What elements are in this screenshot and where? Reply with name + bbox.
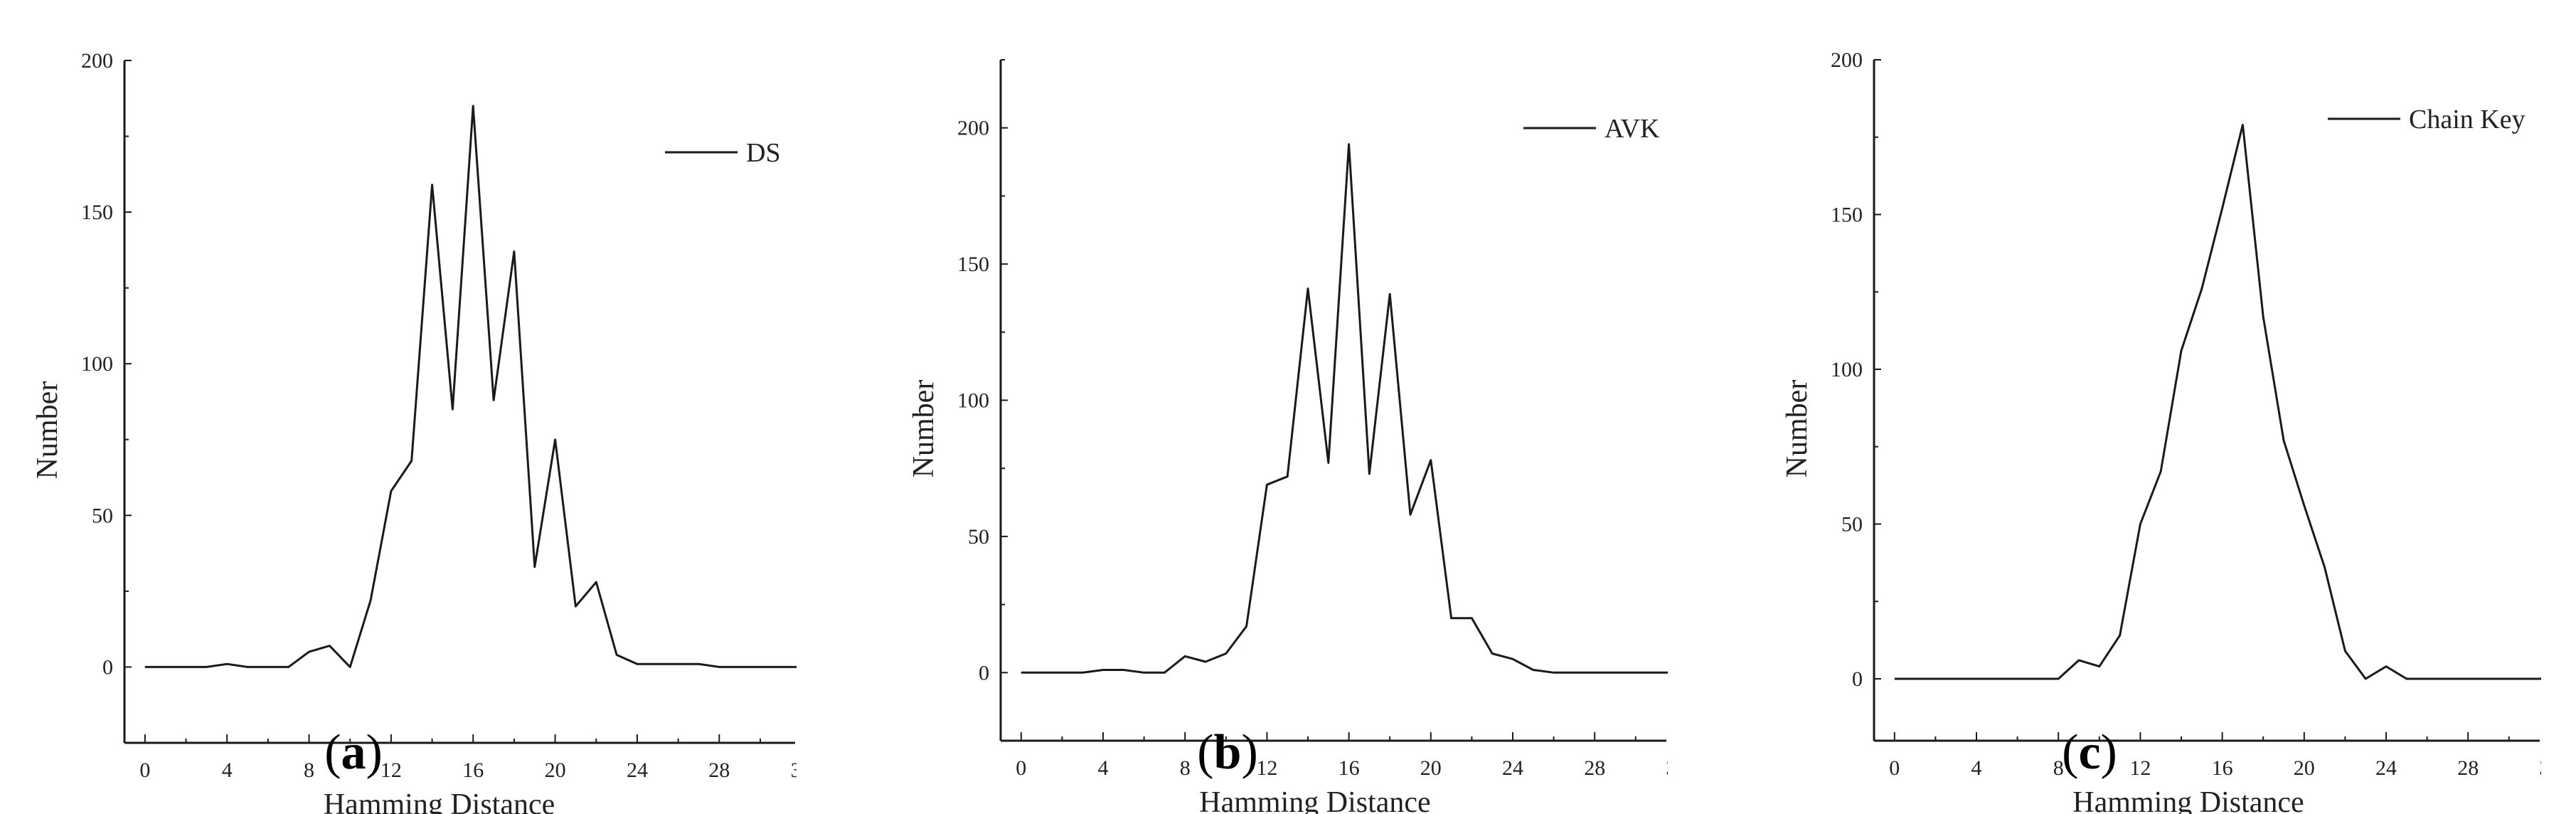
x-tick-label: 12 <box>2129 756 2151 780</box>
x-tick-label: 4 <box>1971 756 1982 780</box>
series-line <box>144 105 797 668</box>
panel-label-c: (c) <box>2062 725 2117 780</box>
x-tick-label: 32 <box>791 758 812 782</box>
x-tick-label: 8 <box>304 758 314 782</box>
y-axis-title: Number <box>908 380 940 478</box>
chart-b: 0 50 100 150 200 0 4 8 12 16 20 24 28 32 Hamming Dista… <box>957 59 1687 814</box>
x-tick-label: 16 <box>462 758 484 782</box>
x-axis-title: Hamming Distance <box>324 788 555 814</box>
x-tick-label: 32 <box>1666 756 1687 780</box>
y-tick-label: 150 <box>81 201 113 224</box>
x-tick-label: 12 <box>380 758 402 782</box>
y-tick-label: 50 <box>968 525 989 549</box>
series-line <box>1894 123 2541 680</box>
x-tick-label: 28 <box>708 758 730 782</box>
x-tick-label: 4 <box>222 758 233 782</box>
legend-label: AVK <box>1604 114 1660 144</box>
x-tick-label: 24 <box>627 758 648 782</box>
y-tick-label: 200 <box>1831 48 1863 72</box>
x-tick-label: 24 <box>1502 756 1523 780</box>
x-tick-label: 20 <box>545 758 566 782</box>
y-tick-label: 150 <box>957 253 989 276</box>
x-tick-label: 16 <box>2212 756 2233 780</box>
panel-label-a: (a) <box>324 725 383 780</box>
y-tick-label: 0 <box>1852 667 1863 691</box>
series-line <box>1021 143 1668 674</box>
legend-label: DS <box>746 138 781 168</box>
y-tick-label: 50 <box>1841 513 1863 536</box>
x-tick-label: 8 <box>1180 756 1191 780</box>
y-axis-title: Number <box>31 381 64 480</box>
y-tick-label: 100 <box>957 389 989 413</box>
x-axis-title: Hamming Distance <box>2072 786 2304 814</box>
x-tick-label: 24 <box>2375 756 2397 780</box>
x-tick-label: 20 <box>2294 756 2315 780</box>
panel-label-b: (b) <box>1197 725 1258 780</box>
y-tick-label: 100 <box>1831 358 1863 381</box>
x-tick-label: 0 <box>139 758 150 782</box>
x-tick-label: 28 <box>1584 756 1605 780</box>
x-axis-title: Hamming Distance <box>1199 786 1430 814</box>
x-tick-label: 0 <box>1889 756 1900 780</box>
x-tick-label: 16 <box>1338 756 1360 780</box>
y-tick-label: 0 <box>979 661 989 684</box>
legend-label: Chain Key <box>2409 105 2526 134</box>
y-tick-label: 200 <box>81 49 113 73</box>
chart-a: 0 50 100 150 200 0 4 8 12 16 20 24 28 32 Hamming Dista… <box>81 49 812 814</box>
y-tick-label: 0 <box>102 655 113 679</box>
y-tick-label: 50 <box>92 504 113 527</box>
x-tick-label: 4 <box>1098 756 1109 780</box>
y-axis-title: Number <box>1781 380 1814 478</box>
x-tick-label: 20 <box>1420 756 1442 780</box>
x-tick-label: 12 <box>1256 756 1277 780</box>
y-tick-label: 150 <box>1831 204 1863 227</box>
y-tick-label: 100 <box>81 352 113 376</box>
y-tick-label: 200 <box>957 117 989 140</box>
x-tick-label: 32 <box>2539 756 2560 780</box>
x-tick-label: 28 <box>2457 756 2479 780</box>
x-tick-label: 0 <box>1016 756 1026 780</box>
chart-c: 0 50 100 150 200 0 4 8 12 16 20 24 28 32 Hamming Dista… <box>1831 48 2560 814</box>
x-tick-label: 8 <box>2053 756 2064 780</box>
